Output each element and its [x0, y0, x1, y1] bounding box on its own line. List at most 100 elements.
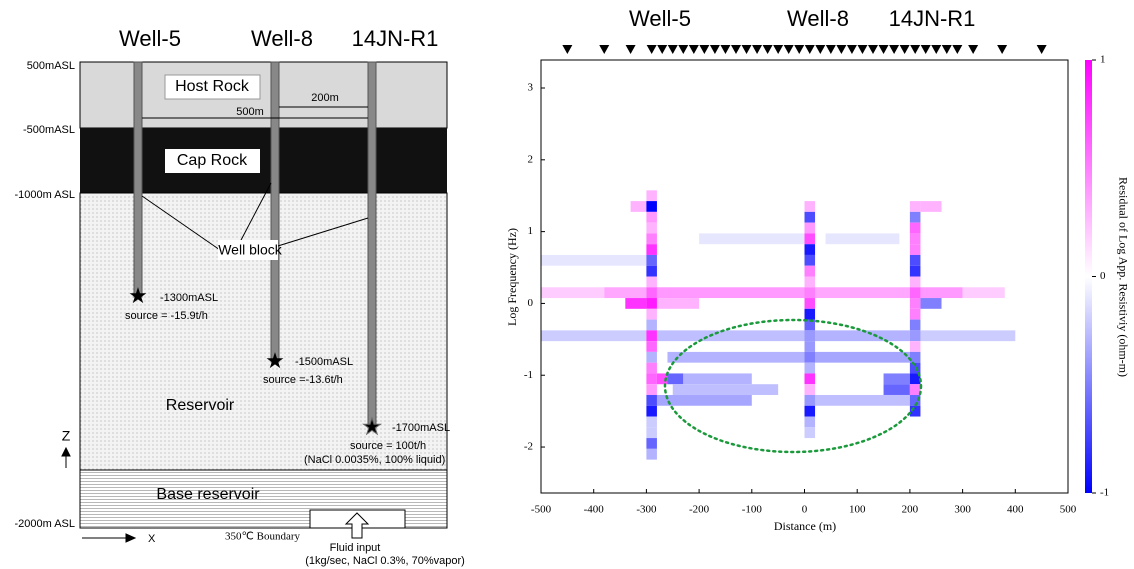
- cell: [909, 222, 921, 234]
- cell: [656, 287, 805, 299]
- station: [699, 45, 710, 54]
- cell: [909, 319, 921, 331]
- cell: [815, 394, 910, 406]
- cell: [804, 416, 816, 428]
- cell: [804, 201, 816, 212]
- station: [941, 45, 952, 54]
- colorbar-tick-label: 1: [1100, 54, 1106, 66]
- cell: [909, 287, 921, 299]
- cell: [646, 351, 657, 363]
- cell: [815, 330, 910, 342]
- cell: [804, 211, 816, 223]
- cell: [646, 201, 657, 212]
- cell: [630, 201, 647, 212]
- cell: [883, 384, 910, 395]
- layer-label: Host Rock: [175, 78, 250, 95]
- well-name: 14JN-R1: [352, 26, 439, 51]
- star: ★: [265, 348, 285, 373]
- cell: [646, 244, 657, 255]
- station: [741, 45, 752, 54]
- star: ★: [362, 414, 382, 439]
- cell: [920, 298, 942, 309]
- cell: [804, 330, 816, 342]
- cell: [909, 201, 921, 212]
- cell: [646, 427, 657, 439]
- fluid-input: (1kg/sec, NaCl 0.3%, 70%vapor): [305, 555, 465, 567]
- cell: [646, 373, 657, 385]
- cell: [883, 373, 910, 385]
- cell: [699, 233, 805, 245]
- bottom-depth: -1500mASL: [295, 356, 353, 368]
- station: [625, 45, 636, 54]
- cell: [656, 394, 752, 406]
- layer-label: Cap Rock: [177, 152, 248, 169]
- cell: [909, 351, 921, 363]
- y-axis-label: Log Frequency (Hz): [505, 228, 519, 326]
- source: (NaCl 0.0035%, 100% liquid): [304, 454, 445, 466]
- cell: [646, 254, 657, 266]
- well: [367, 61, 377, 429]
- source: source =-13.6t/h: [263, 374, 343, 386]
- x-tick-label: -100: [742, 504, 763, 516]
- well: [270, 61, 280, 363]
- cell: [667, 373, 684, 385]
- source: source = 100t/h: [350, 440, 426, 452]
- cell: [646, 298, 657, 309]
- cell: [909, 233, 921, 245]
- distance: 200m: [311, 92, 339, 104]
- cell: [909, 298, 921, 309]
- cell: [646, 416, 657, 428]
- layer-label: Base reservoir: [156, 486, 260, 503]
- cell: [656, 298, 700, 309]
- well-name: Well-5: [119, 26, 181, 51]
- station: [762, 45, 773, 54]
- cell: [804, 244, 816, 255]
- cell: [815, 287, 910, 299]
- cell: [909, 394, 921, 406]
- cell: [646, 405, 657, 417]
- cell: [646, 276, 657, 288]
- cell: [646, 394, 657, 406]
- source: source = -15.9t/h: [125, 310, 208, 322]
- cell: [804, 405, 816, 417]
- elevation: -500mASL: [23, 124, 75, 136]
- cell: [962, 287, 1005, 299]
- cell: [804, 222, 816, 234]
- cell: [646, 448, 657, 460]
- station: [952, 45, 963, 54]
- cell: [909, 373, 921, 385]
- station: [804, 45, 815, 54]
- station: [752, 45, 763, 54]
- station: [773, 45, 784, 54]
- x-tick-label: -300: [636, 504, 657, 516]
- y-tick-label: 3: [528, 82, 534, 94]
- station: [709, 45, 720, 54]
- cell: [815, 351, 910, 363]
- cell: [909, 211, 921, 223]
- cell: [667, 351, 805, 363]
- cell: [646, 222, 657, 234]
- cell: [825, 233, 900, 245]
- colorbar-label: Residual of Log App. Resistiviy (ohm-m): [1116, 177, 1130, 377]
- well-block-label: Well block: [218, 242, 283, 258]
- station: [878, 45, 889, 54]
- cell: [646, 319, 657, 331]
- cell: [909, 276, 921, 288]
- diagram: Well-5 Well-8 14JN-R1 500mASL -500mASL -…: [14, 26, 464, 567]
- cell: [804, 254, 816, 266]
- station: [730, 45, 741, 54]
- label-box: [164, 74, 261, 100]
- station: [910, 45, 921, 54]
- x-tick-label: -200: [689, 504, 710, 516]
- cell: [804, 373, 816, 385]
- cell: [646, 211, 657, 223]
- cell: [909, 405, 921, 417]
- station: [667, 45, 678, 54]
- cell: [646, 190, 657, 202]
- colorbar-tick-label: 0: [1100, 270, 1106, 282]
- cell: [804, 394, 816, 406]
- axis-label: X: [148, 533, 156, 545]
- colorbar: [1085, 60, 1092, 493]
- input-arrow: [344, 512, 370, 539]
- cell: [909, 341, 921, 352]
